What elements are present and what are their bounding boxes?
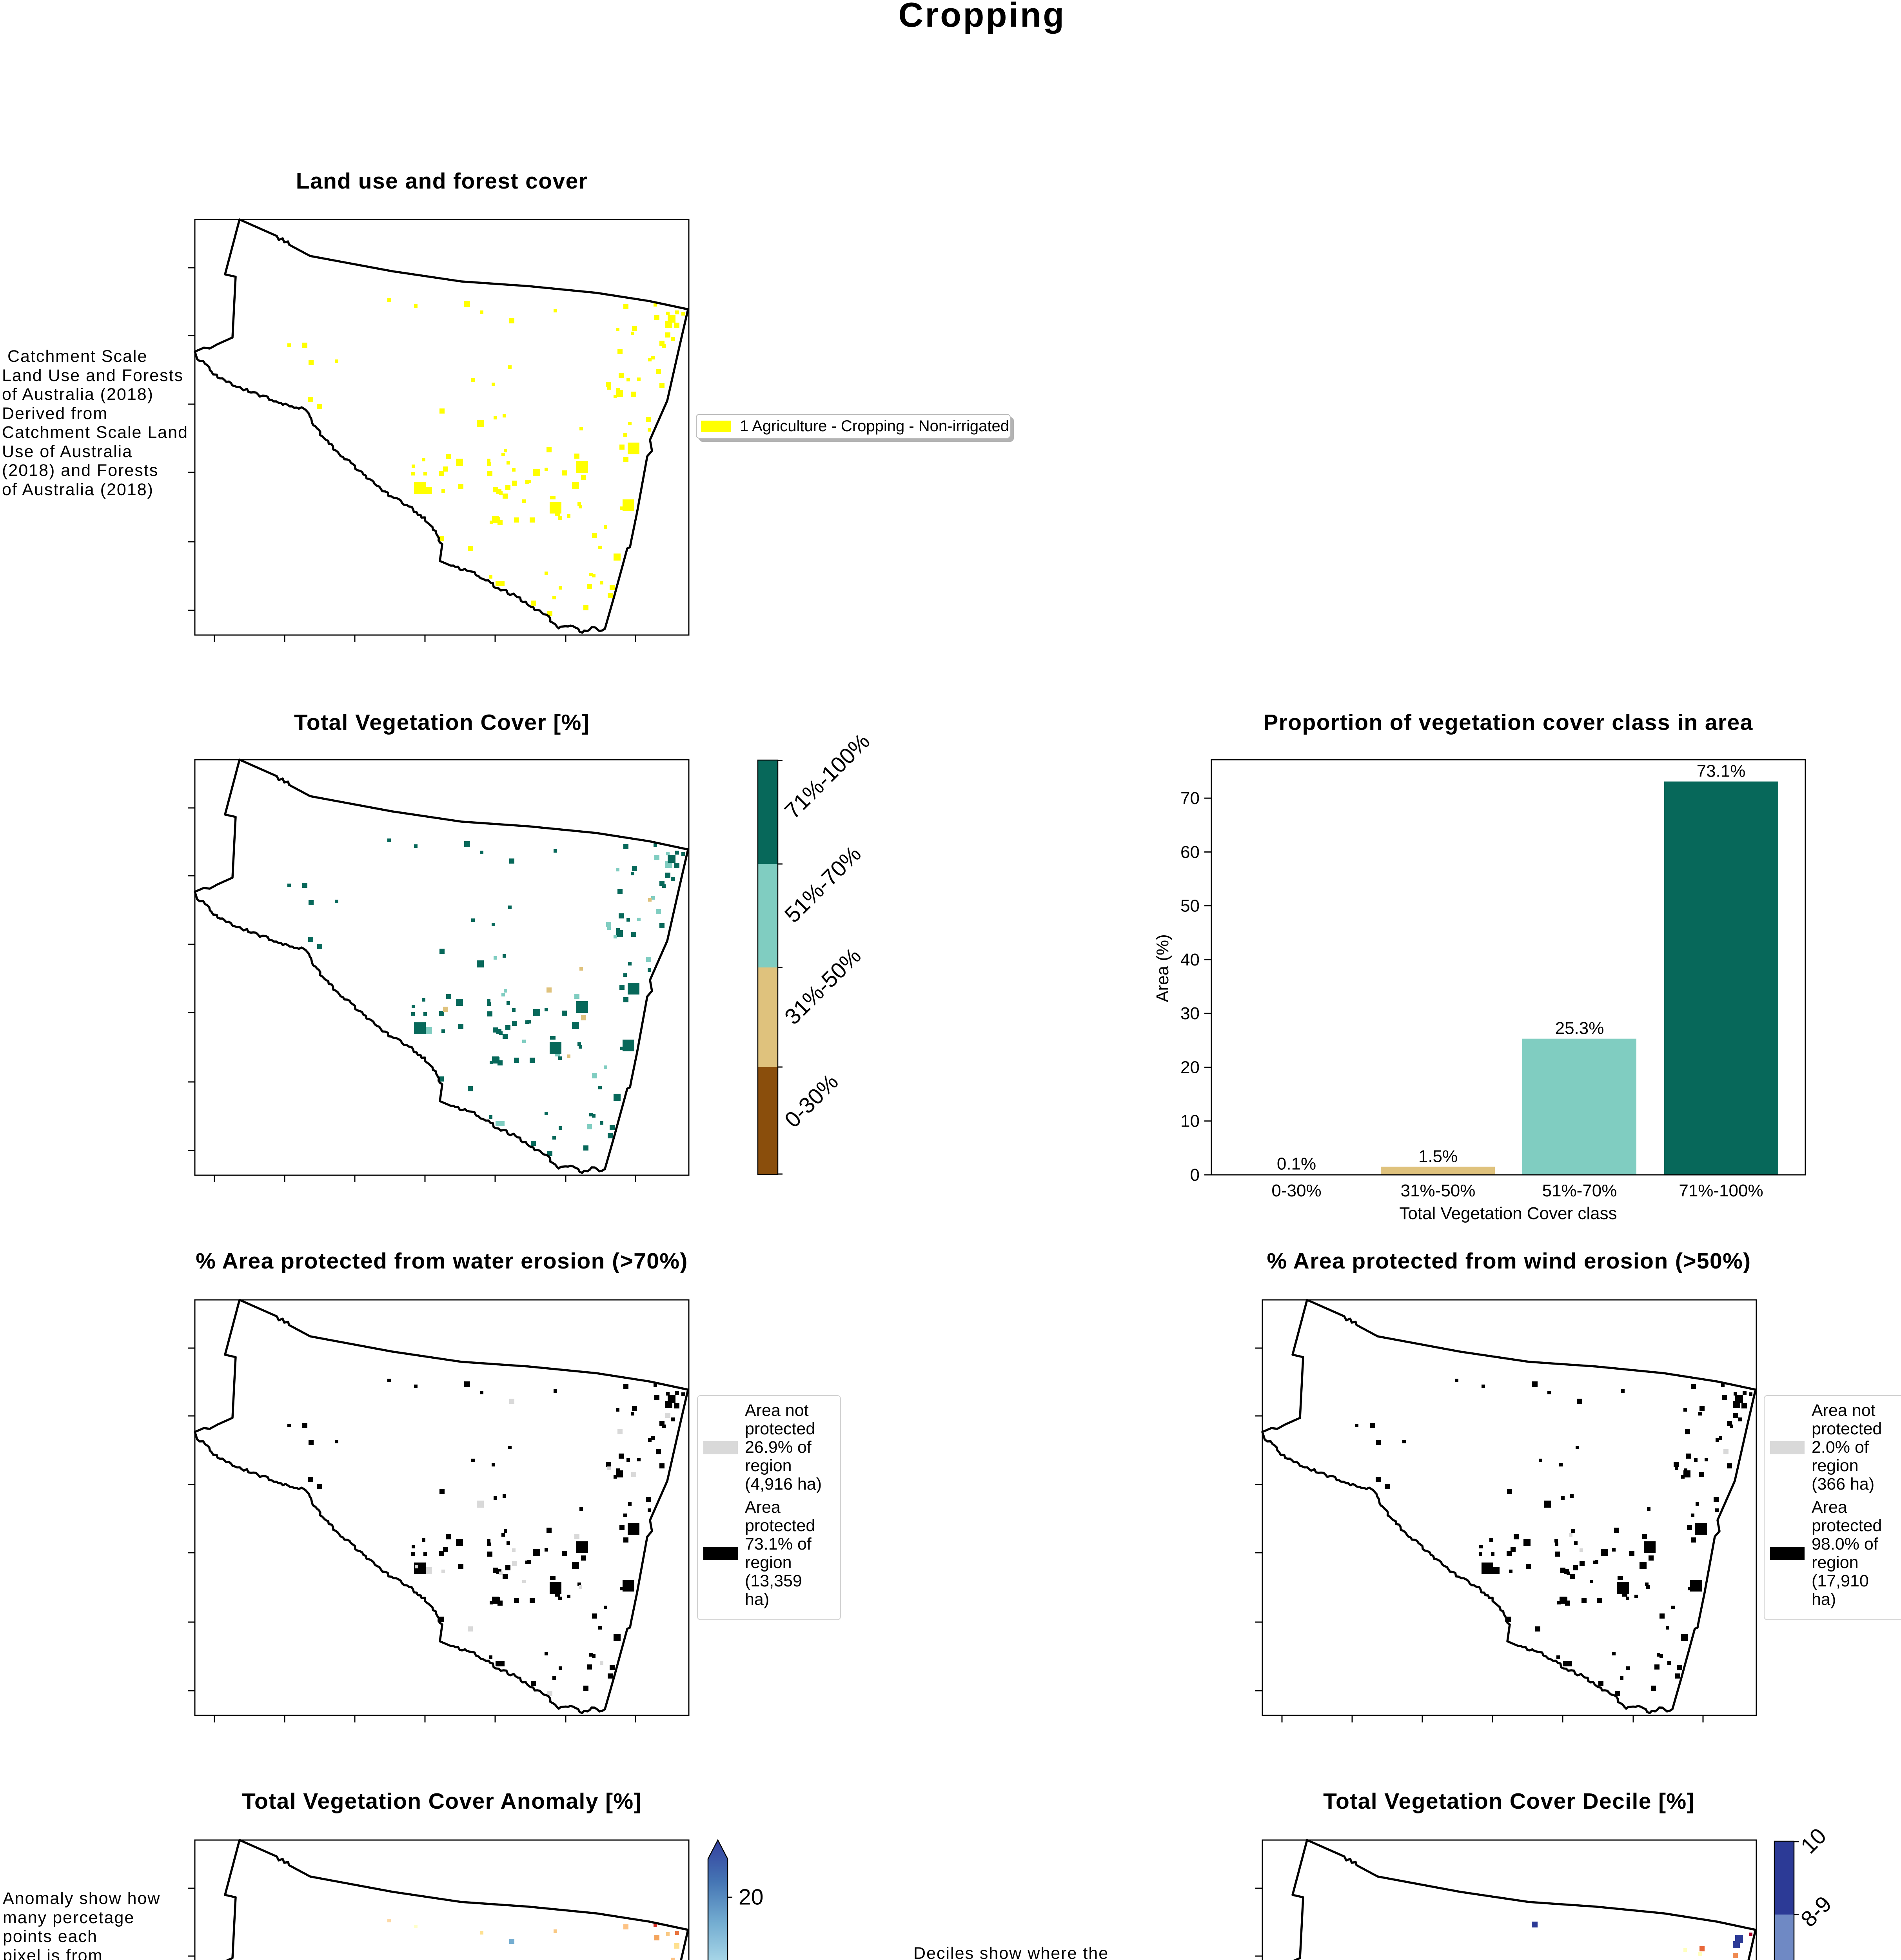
svg-text:60: 60 <box>1180 842 1200 862</box>
svg-text:71%-100%: 71%-100% <box>1679 1181 1763 1200</box>
svg-text:10: 10 <box>1180 1112 1200 1131</box>
svg-text:0.1%: 0.1% <box>1277 1154 1316 1174</box>
svg-text:25.3%: 25.3% <box>1555 1019 1604 1038</box>
svg-text:31%-50%: 31%-50% <box>1401 1181 1476 1200</box>
svg-text:0: 0 <box>1190 1165 1200 1185</box>
svg-text:51%-70%: 51%-70% <box>1542 1181 1617 1200</box>
svg-text:73.1%: 73.1% <box>1697 762 1746 781</box>
svg-text:1.5%: 1.5% <box>1418 1147 1458 1166</box>
svg-text:0-30%: 0-30% <box>1271 1181 1321 1200</box>
svg-text:70: 70 <box>1180 789 1200 808</box>
svg-text:40: 40 <box>1180 950 1200 969</box>
svg-text:50: 50 <box>1180 897 1200 916</box>
svg-text:Total Vegetation Cover class: Total Vegetation Cover class <box>1399 1204 1617 1223</box>
svg-text:20: 20 <box>1180 1058 1200 1077</box>
svg-text:Area (%): Area (%) <box>1153 934 1172 1002</box>
svg-text:30: 30 <box>1180 1004 1200 1023</box>
